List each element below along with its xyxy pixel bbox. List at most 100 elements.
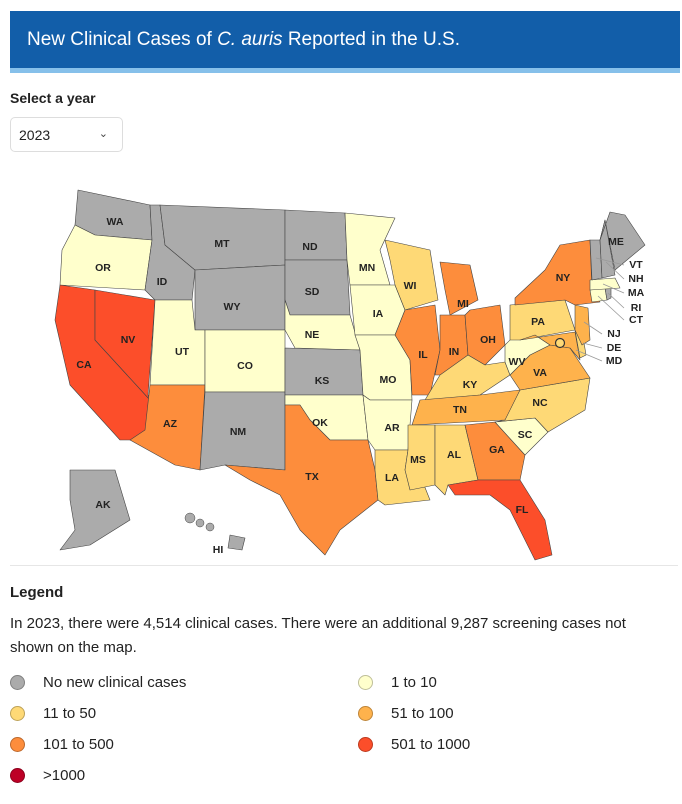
- state-IL[interactable]: [394, 304, 441, 396]
- state-FL[interactable]: [447, 479, 553, 561]
- legend-item: 501 to 1000: [358, 734, 658, 755]
- state-label: CO: [237, 360, 253, 372]
- state-label: NJ: [607, 328, 621, 340]
- state-label: DE: [607, 342, 622, 354]
- legend-label: >1000: [43, 767, 86, 784]
- leader-line: [575, 349, 603, 362]
- legend-title: Legend: [10, 584, 64, 601]
- state-label: NH: [628, 273, 643, 285]
- state-label: LA: [385, 472, 399, 484]
- state-TX[interactable]: [224, 404, 379, 556]
- state-label: MO: [380, 374, 397, 386]
- state-label: KY: [463, 379, 478, 391]
- state-label: MS: [410, 454, 426, 466]
- legend-item: 11 to 50: [10, 703, 358, 724]
- state-label: CA: [76, 359, 92, 371]
- state-label: MA: [628, 287, 645, 299]
- state-AK[interactable]: [59, 469, 131, 551]
- state-label: AK: [95, 499, 111, 511]
- state-label: UT: [175, 346, 190, 358]
- state-label: MN: [359, 262, 375, 274]
- leader-line: [583, 321, 603, 335]
- legend-label: 1 to 10: [391, 674, 437, 691]
- state-label: ID: [157, 276, 168, 288]
- state-label: IN: [449, 346, 460, 358]
- state-label: NM: [230, 426, 247, 438]
- legend-item: No new clinical cases: [10, 672, 358, 693]
- legend-swatch: [10, 768, 25, 783]
- hawaii-island: [205, 522, 215, 532]
- state-HI[interactable]: [227, 534, 246, 551]
- state-label: IA: [373, 308, 384, 320]
- state-label: RI: [631, 302, 642, 314]
- state-label: VT: [629, 259, 643, 271]
- us-map: WA OR CA NV ID MT WY UT AZ CO NM ND SD NE KS OK TX MN IA MO…: [54, 189, 646, 561]
- legend-swatch: [10, 675, 25, 690]
- legend-swatch: [358, 675, 373, 690]
- state-label: GA: [489, 444, 505, 456]
- state-label: KS: [315, 375, 330, 387]
- leader-line: [602, 283, 625, 294]
- state-label: SC: [518, 429, 533, 441]
- state-label: WI: [404, 280, 417, 292]
- state-GA[interactable]: [464, 421, 526, 481]
- state-label: MI: [457, 298, 469, 310]
- state-MD[interactable]: [519, 331, 581, 361]
- year-select-label: Select a year: [10, 90, 96, 106]
- state-label: PA: [531, 316, 545, 328]
- leader-line: [595, 257, 625, 266]
- state-NJ[interactable]: [574, 304, 591, 346]
- leader-line: [605, 261, 625, 280]
- state-label: NV: [121, 334, 136, 346]
- year-select[interactable]: 2023 ⌄: [10, 117, 123, 152]
- leader-line: [582, 342, 603, 349]
- state-label: CT: [629, 314, 644, 326]
- state-ME[interactable]: [599, 211, 646, 271]
- state-label: HI: [213, 544, 224, 556]
- state-label: TX: [305, 471, 318, 483]
- state-label: WY: [224, 301, 241, 313]
- state-label: AL: [447, 449, 462, 461]
- state-label: AZ: [163, 418, 178, 430]
- state-label: TN: [453, 404, 467, 416]
- state-WY[interactable]: [194, 264, 286, 331]
- legend-label: 51 to 100: [391, 705, 454, 722]
- legend-swatch: [358, 737, 373, 752]
- state-KS[interactable]: [284, 347, 364, 396]
- legend-item: 1 to 10: [358, 672, 658, 693]
- state-label: MT: [214, 238, 230, 250]
- state-DC[interactable]: [554, 337, 566, 349]
- year-select-value: 2023: [19, 127, 51, 143]
- hawaii-island: [195, 518, 205, 528]
- state-label: ME: [608, 236, 624, 248]
- legend-description: In 2023, there were 4,514 clinical cases…: [10, 615, 626, 656]
- legend-label: 501 to 1000: [391, 736, 471, 753]
- leader-line: [597, 295, 625, 321]
- divider: [10, 565, 678, 566]
- state-label: OH: [480, 334, 496, 346]
- state-label: OK: [312, 417, 328, 429]
- state-MI[interactable]: [439, 261, 479, 316]
- legend-item: 51 to 100: [358, 703, 658, 724]
- state-MA[interactable]: [589, 277, 621, 291]
- state-label: WA: [107, 216, 124, 228]
- state-label: OR: [95, 262, 111, 274]
- state-label: VA: [533, 367, 547, 379]
- page-title: New Clinical Cases of C. auris Reported …: [27, 29, 460, 50]
- state-label: WV: [509, 356, 526, 368]
- leader-line: [607, 292, 625, 309]
- legend-swatch: [10, 737, 25, 752]
- state-label: FL: [516, 504, 529, 516]
- legend-item: 101 to 500: [10, 734, 358, 755]
- legend-swatch: [358, 706, 373, 721]
- state-label: ND: [302, 241, 318, 253]
- legend-item: >1000: [10, 765, 358, 786]
- state-label: NY: [556, 272, 571, 284]
- legend-label: 101 to 500: [43, 736, 114, 753]
- legend-label: 11 to 50: [43, 705, 97, 722]
- chevron-down-icon: ⌄: [98, 128, 108, 140]
- legend-label: No new clinical cases: [43, 674, 187, 691]
- legend-swatch: [10, 706, 25, 721]
- page-header: New Clinical Cases of C. auris Reported …: [10, 11, 680, 73]
- state-label: NC: [532, 397, 548, 409]
